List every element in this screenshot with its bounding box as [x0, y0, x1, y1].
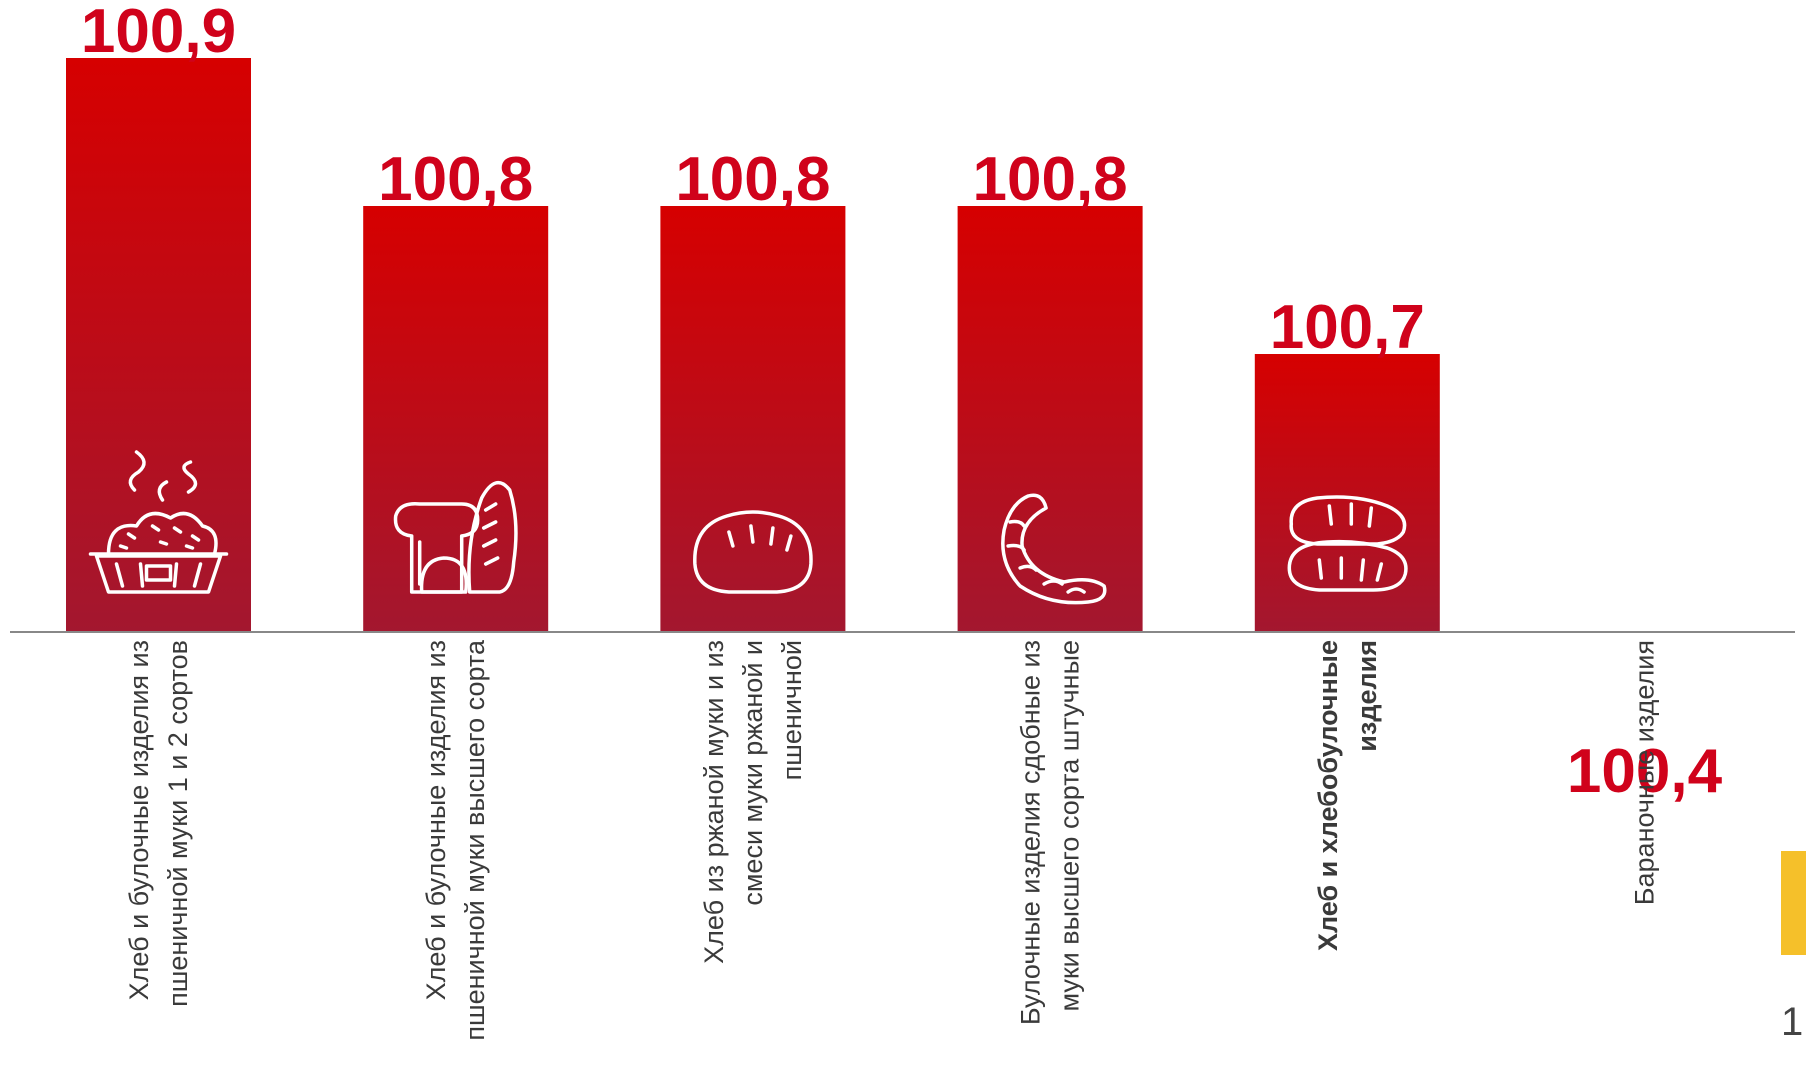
bar — [66, 58, 251, 631]
category-label: Хлеб из ржаной муки и из смеси муки ржано… — [699, 640, 807, 964]
value-label: 100,9 — [81, 0, 236, 66]
value-label: 100,8 — [973, 145, 1128, 214]
bar — [660, 206, 846, 631]
rye-loaf-icon — [693, 510, 813, 594]
category-label: Хлеб и булочные изделия из пшеничной муки… — [124, 640, 193, 1007]
value-label: 100,8 — [378, 145, 533, 214]
bread-loaves-icon — [393, 480, 518, 594]
category-label: Бараночные изделия — [1630, 640, 1660, 905]
category-label: Хлеб и хлебобулочные изделия — [1313, 640, 1382, 951]
croissant-icon — [1001, 493, 1107, 605]
page-number: 1 — [1781, 1000, 1804, 1044]
value-label: 100,8 — [675, 145, 830, 214]
bagels-icon — [1594, 504, 1697, 604]
value-label: 100,7 — [1270, 293, 1425, 362]
bar — [1254, 354, 1440, 631]
category-label: Хлеб и булочные изделия из пшеничной муки… — [421, 639, 490, 1041]
bar — [363, 206, 549, 631]
bread-basket-icon — [88, 450, 229, 594]
value-label: 100,4 — [1567, 737, 1723, 806]
category-label: Булочные изделия сдобные из муки высшего … — [1016, 640, 1085, 1025]
bar — [957, 206, 1143, 631]
bread-rolls-icon — [1287, 495, 1408, 592]
accent-block — [1781, 851, 1806, 955]
